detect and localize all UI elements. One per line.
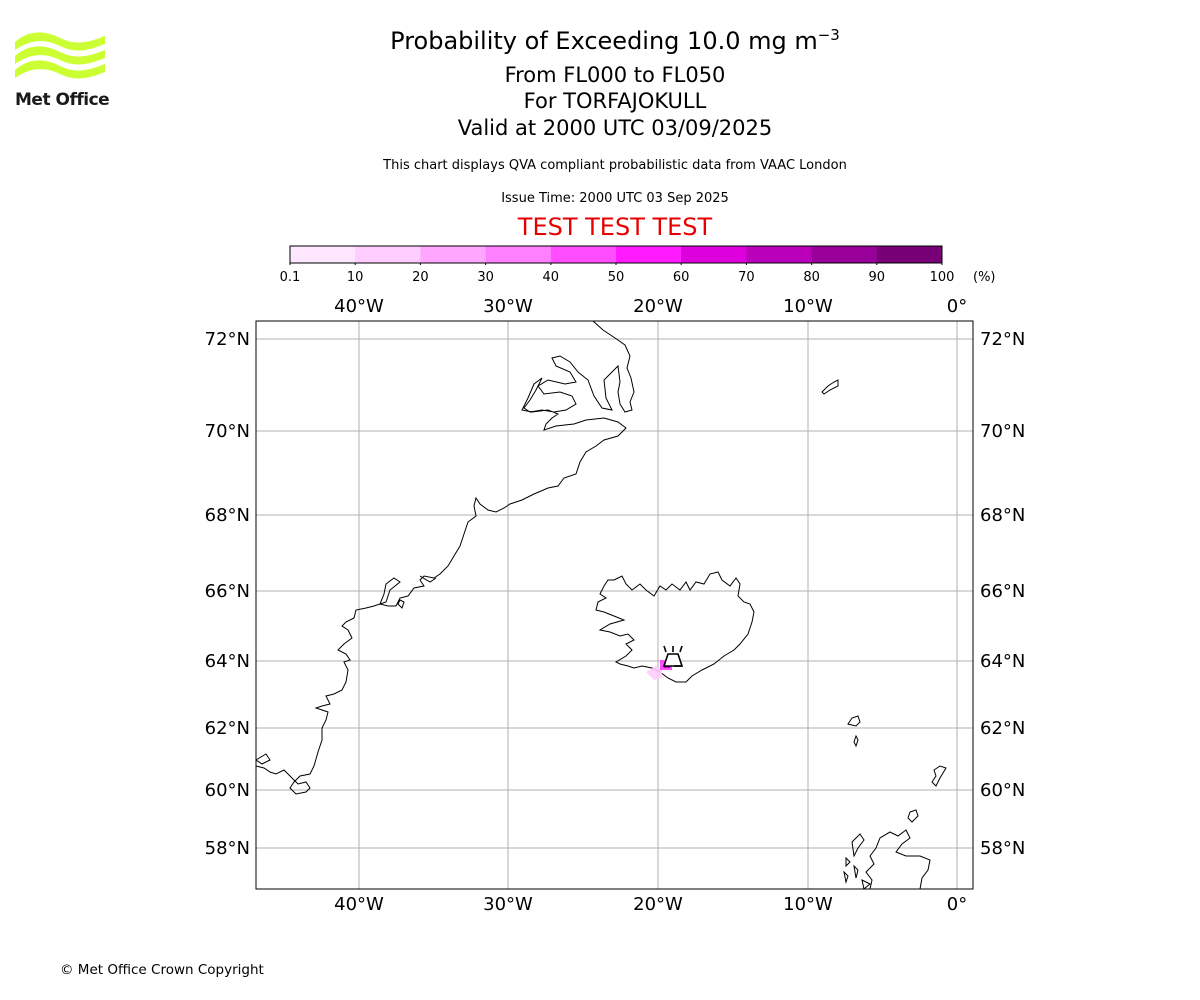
lon-labels-top: 40°W 30°W 20°W 10°W 0° <box>334 296 967 317</box>
graticule <box>256 321 973 889</box>
valid-time: Valid at 2000 UTC 03/09/2025 <box>457 116 773 140</box>
chart-description: This chart displays QVA compliant probab… <box>383 158 847 173</box>
colorbar-tick-label: 90 <box>868 270 886 285</box>
lat-label-left: 60°N <box>205 780 250 801</box>
lat-labels-right: 72°N 70°N 68°N 66°N 64°N 62°N 60°N 58°N <box>980 329 1025 859</box>
faroe-islands-coast <box>847 715 861 748</box>
lat-label-left: 64°N <box>205 651 250 672</box>
colorbar-swatch <box>420 246 487 263</box>
lat-label-left: 72°N <box>205 329 250 350</box>
lon-label-bottom: 30°W <box>483 894 533 915</box>
jan-mayen-coast <box>821 379 839 395</box>
colorbar-tick-label: 10 <box>346 270 364 285</box>
map-frame <box>255 320 974 890</box>
lat-label-right: 70°N <box>980 421 1025 442</box>
lat-label-right: 66°N <box>980 581 1025 602</box>
lat-label-right: 62°N <box>980 718 1025 739</box>
coastlines <box>255 320 947 890</box>
colorbar-tick-label: 100 <box>929 270 955 285</box>
colorbar-tick-label: 60 <box>672 270 690 285</box>
iceland-coast <box>595 571 755 683</box>
met-office-waves-icon <box>15 32 105 79</box>
lon-label-top: 20°W <box>633 296 683 317</box>
lon-labels-bottom: 40°W 30°W 20°W 10°W 0° <box>334 894 967 915</box>
lon-label-bottom: 0° <box>947 894 967 915</box>
colorbar-unit: (%) <box>973 270 996 285</box>
lat-label-left: 58°N <box>205 838 250 859</box>
chart-title-text: Probability of Exceeding 10.0 mg m <box>390 27 818 55</box>
colorbar-swatch <box>681 246 747 263</box>
colorbar-tick-label: 0.1 <box>279 270 301 285</box>
chart-title: Probability of Exceeding 10.0 mg m−3 <box>0 26 1200 55</box>
colorbar-swatch <box>485 246 552 263</box>
colorbar-tick-label: 50 <box>607 270 625 285</box>
lat-label-right: 64°N <box>980 651 1025 672</box>
colorbar-tick-label: 30 <box>477 270 494 285</box>
colorbar-swatch <box>746 246 813 263</box>
shetland-coast <box>931 765 947 787</box>
met-office-logo-text: Met Office <box>15 90 110 110</box>
colorbar-swatch <box>290 246 356 263</box>
lat-label-left: 70°N <box>205 421 250 442</box>
lon-label-bottom: 10°W <box>783 894 833 915</box>
lat-label-right: 68°N <box>980 505 1025 526</box>
lat-label-right: 72°N <box>980 329 1025 350</box>
lat-label-left: 62°N <box>205 718 250 739</box>
flight-level-range: From FL000 to FL050 <box>504 63 726 87</box>
test-banner: TEST TEST TEST <box>517 213 713 241</box>
lat-labels-left: 72°N 70°N 68°N 66°N 64°N 62°N 60°N 58°N <box>205 329 250 859</box>
lon-label-bottom: 40°W <box>334 894 384 915</box>
lat-label-left: 68°N <box>205 505 250 526</box>
volcano-icon <box>662 645 684 667</box>
colorbar-tick-label: 20 <box>412 270 429 285</box>
colorbar-swatches <box>289 245 943 265</box>
copyright-notice: © Met Office Crown Copyright <box>60 962 264 978</box>
lat-label-left: 66°N <box>205 581 250 602</box>
colorbar-swatch <box>550 246 617 263</box>
greenland-coast <box>255 320 635 795</box>
lon-label-top: 30°W <box>483 296 533 317</box>
lon-label-top: 0° <box>947 296 967 317</box>
colorbar-tick-label: 70 <box>738 270 755 285</box>
lat-label-right: 58°N <box>980 838 1025 859</box>
issue-time: Issue Time: 2000 UTC 03 Sep 2025 <box>501 191 729 206</box>
colorbar-tick-label: 80 <box>803 270 820 285</box>
lon-label-top: 10°W <box>783 296 833 317</box>
colorbar-swatch <box>355 246 421 263</box>
volcano-name: For TORFAJOKULL <box>523 89 707 113</box>
colorbar-tick-label: 40 <box>542 270 560 285</box>
scotland-coast <box>865 829 931 890</box>
lon-label-top: 40°W <box>334 296 384 317</box>
lat-label-right: 60°N <box>980 780 1025 801</box>
colorbar-swatch <box>811 246 878 263</box>
colorbar-swatch <box>876 246 943 263</box>
colorbar-swatch <box>616 246 682 263</box>
chart-title-exponent: −3 <box>817 26 840 44</box>
lon-label-bottom: 20°W <box>633 894 683 915</box>
